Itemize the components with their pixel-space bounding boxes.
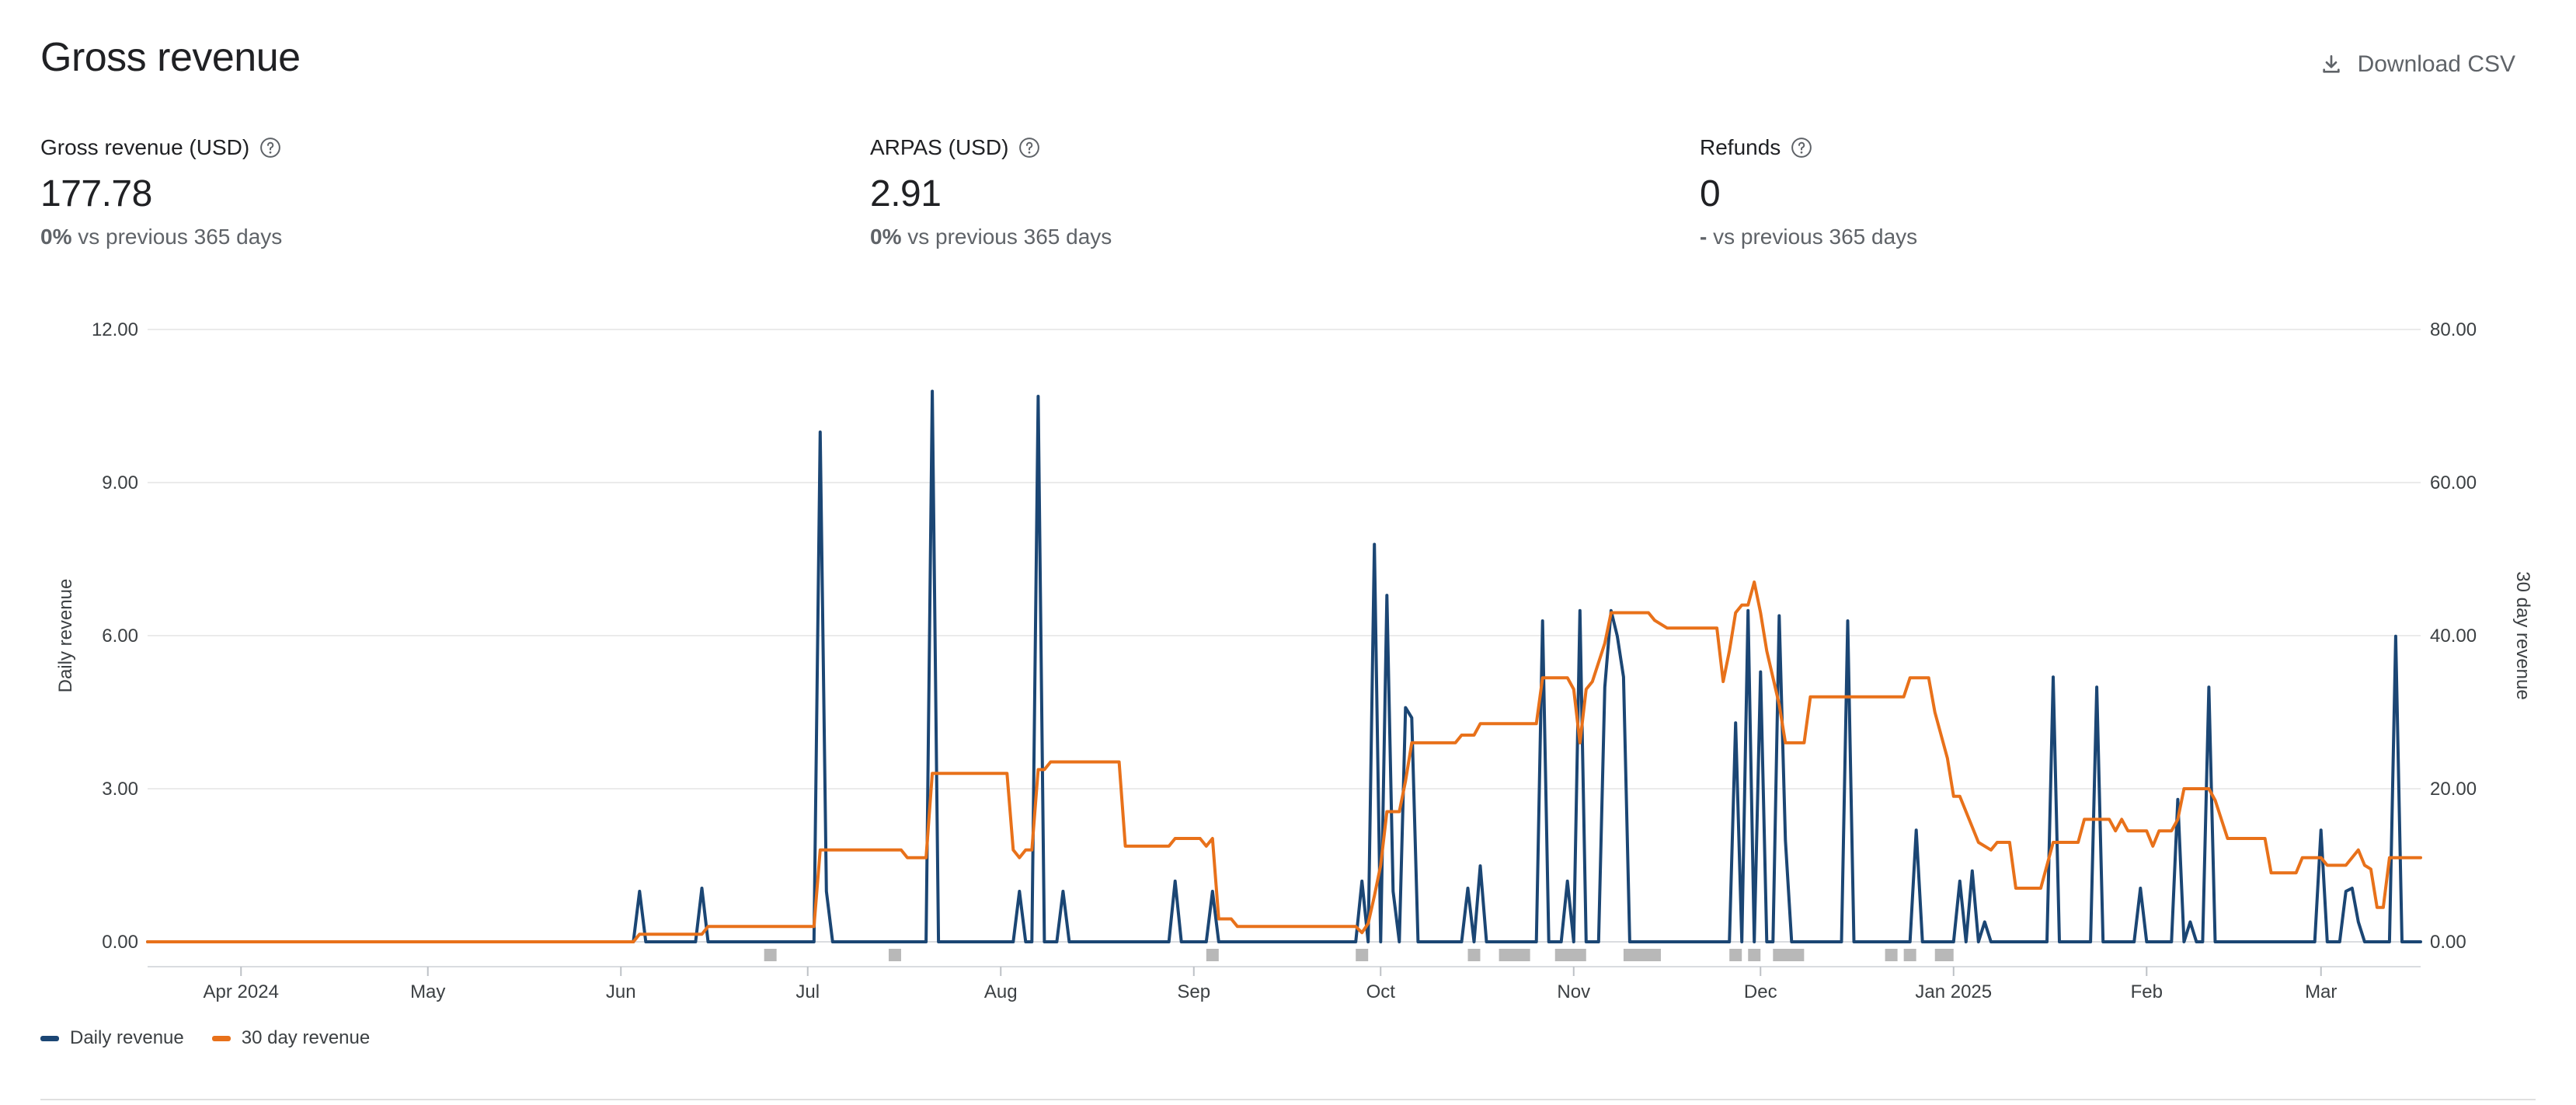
download-csv-label: Download CSV (2357, 51, 2515, 77)
x-tick-label: Feb (2131, 981, 2163, 1002)
y-left-tick-label: 12.00 (92, 319, 138, 340)
metric-arpas: ARPAS (USD) 2.91 0% vs previous 365 days (870, 135, 1414, 249)
y-right-tick-label: 0.00 (2430, 932, 2466, 953)
metric-value: 0 (1700, 173, 1721, 214)
revenue-chart: 0.00 0.00 3.00 20.00 6.00 40.00 9.00 60.00 12.00… (55, 319, 2533, 1002)
y-left-tick-label: 0.00 (102, 932, 138, 953)
event-marker (1648, 949, 1661, 961)
legend-item-30-day-revenue[interactable]: 30 day revenue (211, 1027, 371, 1049)
y-right-tick-label: 80.00 (2430, 319, 2477, 340)
y-left-axis-title: Daily revenue (55, 579, 76, 693)
y-right-tick-label: 40.00 (2430, 626, 2477, 647)
page-title: Gross revenue (40, 35, 301, 80)
event-marker (1791, 949, 1805, 961)
y-right-tick-label: 20.00 (2430, 779, 2477, 800)
event-marker (1206, 949, 1219, 961)
help-icon[interactable] (259, 136, 282, 159)
metric-comparison: 0% vs previous 365 days (870, 225, 1112, 249)
metric-gross-revenue: Gross revenue (USD) 177.78 0% vs previou… (40, 135, 584, 249)
download-csv-button[interactable]: Download CSV (2319, 51, 2515, 78)
download-icon (2322, 55, 2340, 73)
event-marker (1748, 949, 1761, 961)
legend-label: 30 day revenue (241, 1027, 371, 1048)
x-tick-label: Nov (1557, 981, 1590, 1002)
event-marker (1517, 949, 1530, 961)
x-tick-label: Jan 2025 (1915, 981, 1992, 1002)
x-tick-label: Mar (2305, 981, 2337, 1002)
x-tick-label: Jul (795, 981, 820, 1002)
metric-value: 2.91 (870, 173, 942, 214)
metric-comparison: - vs previous 365 days (1700, 225, 1918, 249)
event-marker (1356, 949, 1369, 961)
x-tick-label: Aug (984, 981, 1018, 1002)
legend-label: Daily revenue (70, 1027, 184, 1048)
help-icon[interactable] (1790, 136, 1813, 159)
legend-swatch (211, 1035, 231, 1041)
metric-refunds: Refunds 0 - vs previous 365 days (1700, 135, 2244, 249)
x-tick-label: Apr 2024 (204, 981, 279, 1002)
y-left-tick-label: 6.00 (102, 626, 138, 647)
event-marker (1885, 949, 1898, 961)
x-tick-label: Oct (1366, 981, 1396, 1002)
y-left-tick-label: 9.00 (102, 472, 138, 493)
legend-swatch (40, 1035, 59, 1041)
x-tick-label: Dec (1744, 981, 1777, 1002)
series-line-daily-revenue (146, 389, 2422, 943)
event-marker (1729, 949, 1742, 961)
event-marker (1573, 949, 1586, 961)
metric-label: ARPAS (USD) (870, 135, 1009, 159)
x-tick-label: May (410, 981, 445, 1002)
metric-value: 177.78 (40, 173, 152, 214)
metric-label: Refunds (1700, 135, 1781, 159)
event-marker (1903, 949, 1916, 961)
event-marker (764, 949, 777, 961)
y-right-tick-label: 60.00 (2430, 472, 2477, 493)
event-marker (1467, 949, 1481, 961)
x-tick-label: Sep (1177, 981, 1210, 1002)
event-marker (888, 949, 901, 961)
y-left-tick-label: 3.00 (102, 779, 138, 800)
chart-legend: Daily revenue 30 day revenue (40, 1027, 370, 1049)
metric-label: Gross revenue (USD) (40, 135, 250, 159)
y-right-axis-title: 30 day revenue (2512, 571, 2533, 699)
x-tick-label: Jun (606, 981, 636, 1002)
help-icon[interactable] (1018, 136, 1041, 159)
metric-comparison: 0% vs previous 365 days (40, 225, 283, 249)
series-line-30-day-revenue (146, 580, 2422, 943)
event-marker (1941, 949, 1954, 961)
section-divider (40, 1099, 2536, 1100)
legend-item-daily-revenue[interactable]: Daily revenue (40, 1027, 184, 1049)
